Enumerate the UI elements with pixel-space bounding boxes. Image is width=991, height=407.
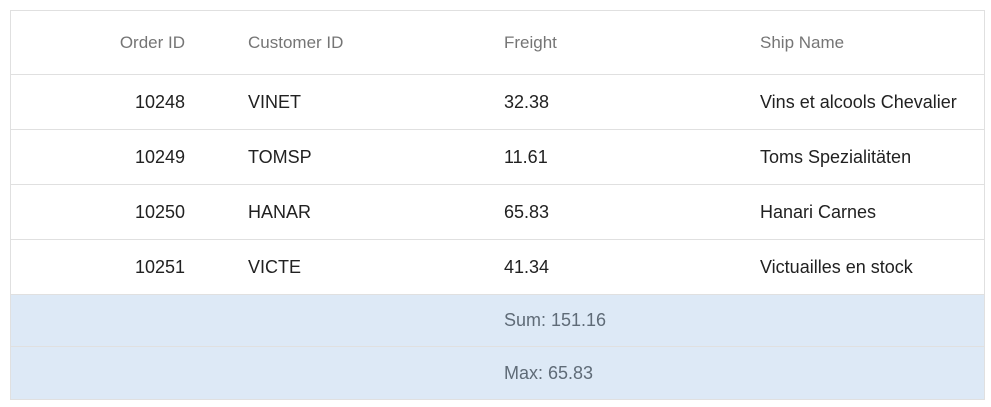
data-grid: Order ID Customer ID Freight Ship Name 1… <box>10 10 985 400</box>
freight-cell[interactable]: 11.61 <box>504 146 548 167</box>
column-header-freight[interactable]: Freight <box>504 32 557 52</box>
freight-cell[interactable]: 65.83 <box>504 201 550 222</box>
order-id-cell[interactable]: 10250 <box>134 201 185 222</box>
ship-name-cell[interactable]: Vins et alcools Chevalier <box>760 91 957 112</box>
column-header-order-id[interactable]: Order ID <box>119 32 185 52</box>
ship-name-cell[interactable]: Victuailles en stock <box>760 256 913 277</box>
customer-id-cell[interactable]: TOMSP <box>248 146 312 167</box>
customer-id-cell[interactable]: VICTE <box>248 256 302 277</box>
table-row[interactable]: 10248 VINET 32.38 Vins et alcools Cheval… <box>11 75 984 130</box>
ship-name-cell[interactable]: Hanari Carnes <box>760 201 877 222</box>
table-row[interactable]: 10251 VICTE 41.34 Victuailles en stock <box>11 240 984 295</box>
aggregate-row-max: Max: 65.83 <box>11 347 984 399</box>
ship-name-cell[interactable]: Toms Spezialitäten <box>760 146 912 167</box>
freight-sum-cell: Sum: 151.16 <box>504 310 607 330</box>
grid-header-row: Order ID Customer ID Freight Ship Name <box>11 11 984 75</box>
table-row[interactable]: 10250 HANAR 65.83 Hanari Carnes <box>11 185 984 240</box>
freight-cell[interactable]: 41.34 <box>504 256 550 277</box>
order-id-cell[interactable]: 10248 <box>134 91 185 112</box>
column-header-customer-id[interactable]: Customer ID <box>248 32 344 52</box>
order-id-cell[interactable]: 10251 <box>134 256 185 277</box>
freight-max-cell: Max: 65.83 <box>504 362 594 383</box>
aggregate-row-sum: Sum: 151.16 <box>11 295 984 347</box>
order-id-cell[interactable]: 10249 <box>134 146 185 167</box>
column-header-ship-name[interactable]: Ship Name <box>760 32 845 52</box>
table-row[interactable]: 10249 TOMSP 11.61 Toms Spezialitäten <box>11 130 984 185</box>
customer-id-cell[interactable]: VINET <box>248 91 302 112</box>
customer-id-cell[interactable]: HANAR <box>248 201 312 222</box>
freight-cell[interactable]: 32.38 <box>504 91 550 112</box>
